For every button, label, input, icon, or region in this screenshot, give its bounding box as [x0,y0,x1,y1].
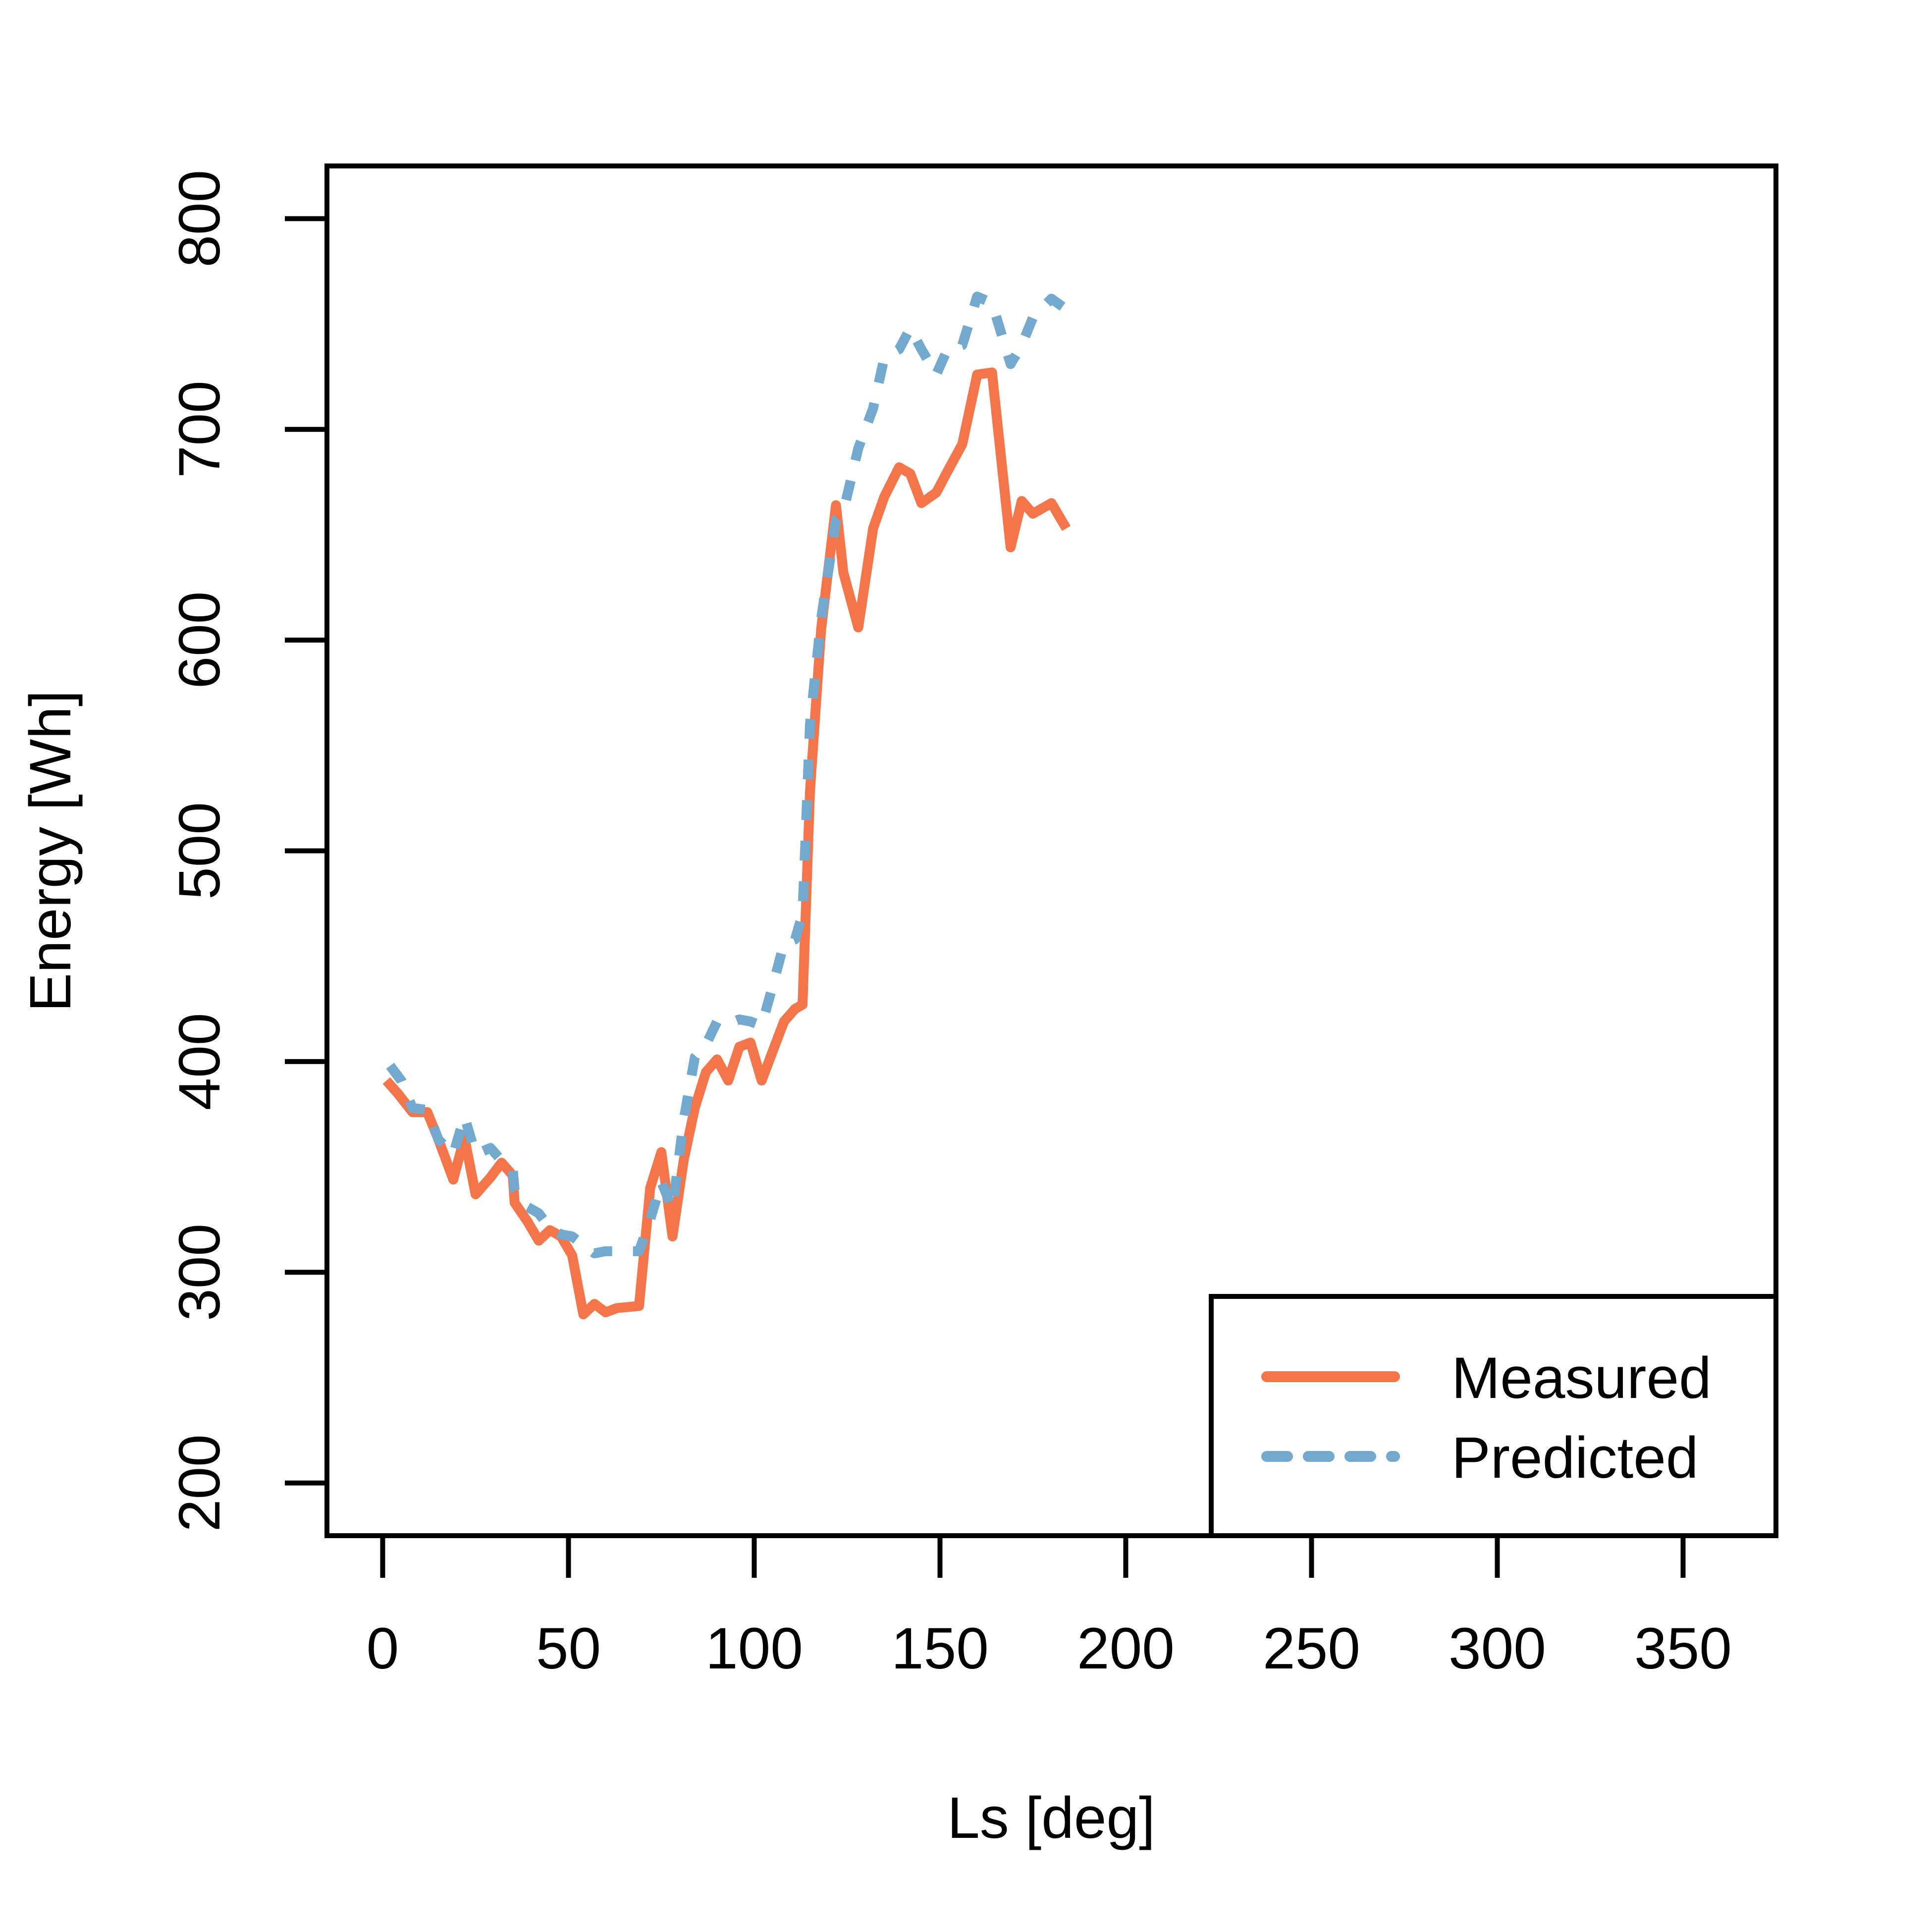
y-axis: 200 300 400 500 600 700 800 [167,170,327,1532]
x-tick-label: 200 [1077,1616,1175,1681]
x-tick-label: 300 [1449,1616,1546,1681]
y-tick-label: 800 [167,170,232,268]
series-line-measured [382,367,1071,1320]
y-tick-label: 700 [167,380,232,478]
x-axis: 0 50 100 150 200 250 300 350 [367,1536,1732,1681]
y-tick-label: 300 [167,1224,232,1321]
x-tick-label: 50 [536,1616,601,1681]
y-tick-label: 500 [167,802,232,900]
y-tick-label: 200 [167,1434,232,1532]
y-axis-title: Energy [Wh] [18,690,83,1012]
x-axis-title: Ls [deg] [947,1785,1155,1851]
series-layer [382,291,1071,1320]
x-tick-label: 250 [1263,1616,1360,1681]
y-tick-label: 400 [167,1013,232,1110]
legend-label-measured: Measured [1451,1345,1712,1411]
x-tick-label: 100 [705,1616,803,1681]
legend-box [1209,1294,1778,1538]
y-tick-label: 600 [167,591,232,689]
x-tick-label: 150 [891,1616,989,1681]
x-tick-label: 350 [1634,1616,1732,1681]
x-tick-label: 0 [367,1616,399,1681]
legend-label-predicted: Predicted [1451,1425,1699,1491]
legend: Measured Predicted [1209,1294,1778,1538]
